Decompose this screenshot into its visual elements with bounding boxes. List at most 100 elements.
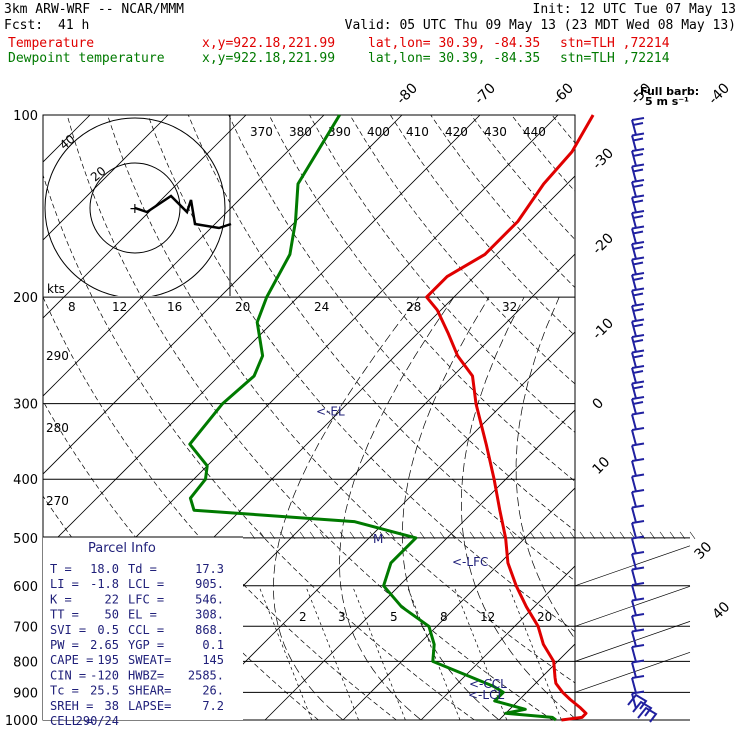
legend-temperature-xy: x,y=922.18,221.99: [202, 36, 336, 51]
parcel-key: SREH =: [50, 699, 93, 713]
isotherm: [498, 643, 575, 720]
dry-adiabat: [187, 115, 575, 582]
hatch-mark: [599, 531, 606, 540]
theta-label: 380: [289, 125, 312, 139]
thetae-label: 280: [46, 421, 69, 435]
wind-barb-flag: [631, 241, 645, 245]
temp-label-top--60: -60: [550, 80, 577, 107]
mixing-ratio-line: [508, 585, 562, 720]
wind-barb-staff: [631, 181, 637, 198]
parcel-value: 18.0: [90, 562, 119, 576]
wind-barb-flag: [631, 256, 645, 261]
wind-barb-flag: [632, 261, 644, 266]
wind-barb-flag: [631, 628, 645, 633]
wind-barb-flag: [631, 318, 645, 323]
wind-barb-staff: [631, 305, 637, 322]
hatch-mark: [449, 531, 456, 540]
parcel-value: 7.2: [202, 699, 224, 713]
parcel-key: Td =: [128, 562, 157, 576]
temp-label-upper: 28: [406, 300, 421, 314]
theta-label: 370: [250, 125, 273, 139]
legend-temperature-station: stn=TLH ,72214: [560, 36, 670, 51]
parcel-value: 50: [105, 608, 119, 622]
parcel-key: TT =: [50, 608, 79, 622]
right-diagonal: [574, 651, 691, 693]
forecast-label: Fcst:: [4, 18, 44, 33]
wind-barb-flag: [631, 690, 645, 695]
wind-barb-staff: [631, 522, 637, 539]
wind-barb-flag: [632, 354, 644, 359]
moist-adiabats: [273, 296, 575, 720]
wind-barb-staff: [631, 166, 637, 182]
wind-barb-staff: [631, 569, 637, 585]
wind-barb-flag: [631, 427, 645, 431]
pressure-label-200: 200: [13, 291, 38, 306]
hatch-mark: [299, 531, 306, 540]
parcel-key: Tc =: [50, 684, 79, 698]
parcel-value: 868.: [195, 623, 224, 637]
dewpoint-profile: [188, 114, 557, 722]
temp-label-right--10: -10: [590, 315, 617, 342]
parcel-key: CCL =: [128, 623, 164, 637]
theta-label: 420: [445, 125, 468, 139]
wind-barb-staff: [631, 445, 637, 461]
wind-barb-staff: [631, 274, 637, 291]
barb-legend-units: 5 m s⁻¹: [645, 95, 689, 108]
right-diagonal: [574, 585, 691, 627]
dry-adiabat: [633, 115, 740, 720]
wind-barb-staff: [631, 553, 637, 570]
temp-label-right--30: -30: [590, 145, 617, 172]
wind-barb-flag: [631, 163, 645, 168]
wind-barb-flag: [631, 644, 645, 648]
model-title: 3km ARW-WRF -- NCAR/MMM: [4, 2, 185, 17]
hatch-mark: [609, 531, 616, 540]
dry-adiabat: [673, 115, 740, 720]
hatch-mark: [369, 531, 376, 540]
wind-barb-flag: [631, 597, 645, 602]
hatch-mark: [469, 531, 476, 540]
wind-barb-flag: [631, 380, 645, 385]
temp-label-right-10: 10: [590, 454, 614, 478]
parcel-key: CELL =: [50, 714, 93, 728]
hatch-mark: [309, 531, 316, 540]
temp-label-upper: 8: [68, 300, 76, 314]
parcel-key: LCL =: [128, 577, 164, 591]
hatch-mark: [419, 531, 426, 540]
wind-barb-flag: [632, 246, 644, 250]
parcel-value: 290/24: [76, 714, 119, 728]
parcel-key: LFC =: [128, 592, 164, 606]
theta-label: 400: [367, 125, 390, 139]
wind-barb-staff: [631, 352, 637, 368]
wind-barb-flag: [631, 303, 645, 307]
parcel-value: 195: [97, 653, 119, 667]
wind-barb-low: [632, 700, 653, 717]
wind-barb-staff: [631, 584, 637, 601]
hatch-mark: [279, 531, 286, 540]
sounding-profiles: [188, 114, 595, 722]
wind-barb-flag: [631, 659, 645, 664]
wind-barb-flag: [631, 396, 645, 400]
thetae-label: 270: [46, 494, 69, 508]
parcel-value: 308.: [195, 608, 224, 622]
hatch-mark: [459, 531, 466, 540]
temp-label-right-30: 30: [692, 539, 716, 563]
temp-label-upper: 12: [112, 300, 127, 314]
wind-barb-flag: [631, 520, 645, 524]
valid-time: Valid: 05 UTC Thu 09 May 13 (23 MDT Wed …: [344, 18, 736, 33]
parcel-value: 546.: [195, 592, 224, 606]
wind-barb-flag: [631, 613, 645, 617]
parcel-value: -120: [90, 668, 119, 682]
hatch-mark: [509, 531, 516, 540]
isotherm: [733, 115, 740, 720]
dry-adiabat: [714, 115, 740, 720]
wind-barb-staff: [631, 414, 637, 430]
parcel-value: 2585.: [188, 668, 224, 682]
barb-legend-title: Full barb:: [640, 85, 699, 98]
dry-adiabat: [66, 115, 553, 720]
hatch-mark: [349, 531, 356, 540]
mixing-ratio-label: 8: [440, 610, 448, 624]
hatch-mark: [339, 531, 346, 540]
hatch-mark: [489, 531, 496, 540]
mixing-ratio-label: 20: [537, 610, 552, 624]
